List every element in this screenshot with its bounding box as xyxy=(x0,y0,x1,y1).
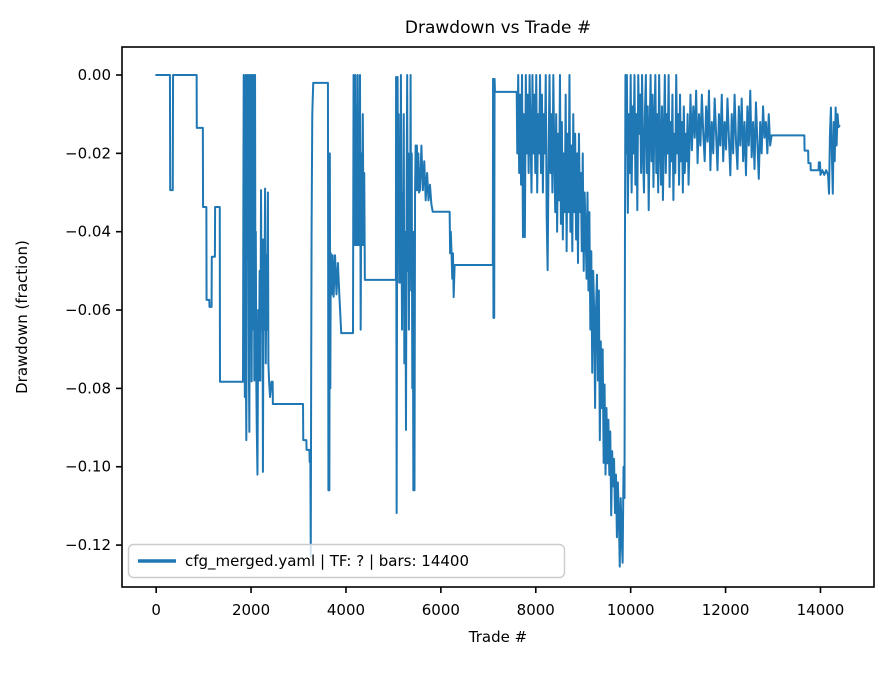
y-tick-label: −0.12 xyxy=(65,536,111,554)
x-tick-label: 4000 xyxy=(327,601,365,619)
y-tick-label: −0.06 xyxy=(65,301,111,319)
drawdown-series-path xyxy=(155,74,841,568)
y-tick-label: −0.04 xyxy=(65,223,111,241)
x-tick-label: 12000 xyxy=(702,601,750,619)
x-tick-label: 6000 xyxy=(422,601,460,619)
y-tick-label: −0.10 xyxy=(65,458,111,476)
y-tick-label: −0.08 xyxy=(65,379,111,397)
x-tick-label: 0 xyxy=(151,601,161,619)
y-tick-label: −0.02 xyxy=(65,144,111,162)
x-tick-label: 2000 xyxy=(232,601,270,619)
plot-border xyxy=(121,46,875,588)
x-tick-label: 14000 xyxy=(797,601,845,619)
x-axis-label: Trade # xyxy=(468,628,527,646)
y-tick-label: 0.00 xyxy=(78,66,111,84)
chart-title: Drawdown vs Trade # xyxy=(405,18,591,38)
legend: cfg_merged.yaml | TF: ? | bars: 14400 xyxy=(127,543,566,579)
legend-label: cfg_merged.yaml | TF: ? | bars: 14400 xyxy=(185,552,469,571)
plot-area: 0 2000 4000 6000 8000 10000 12000 14000 0.00 −0.0… xyxy=(65,66,844,619)
x-tick-label: 10000 xyxy=(607,601,655,619)
legend-box xyxy=(127,543,566,579)
y-axis-label: Drawdown (fraction) xyxy=(13,240,31,394)
x-tick-label: 8000 xyxy=(517,601,555,619)
